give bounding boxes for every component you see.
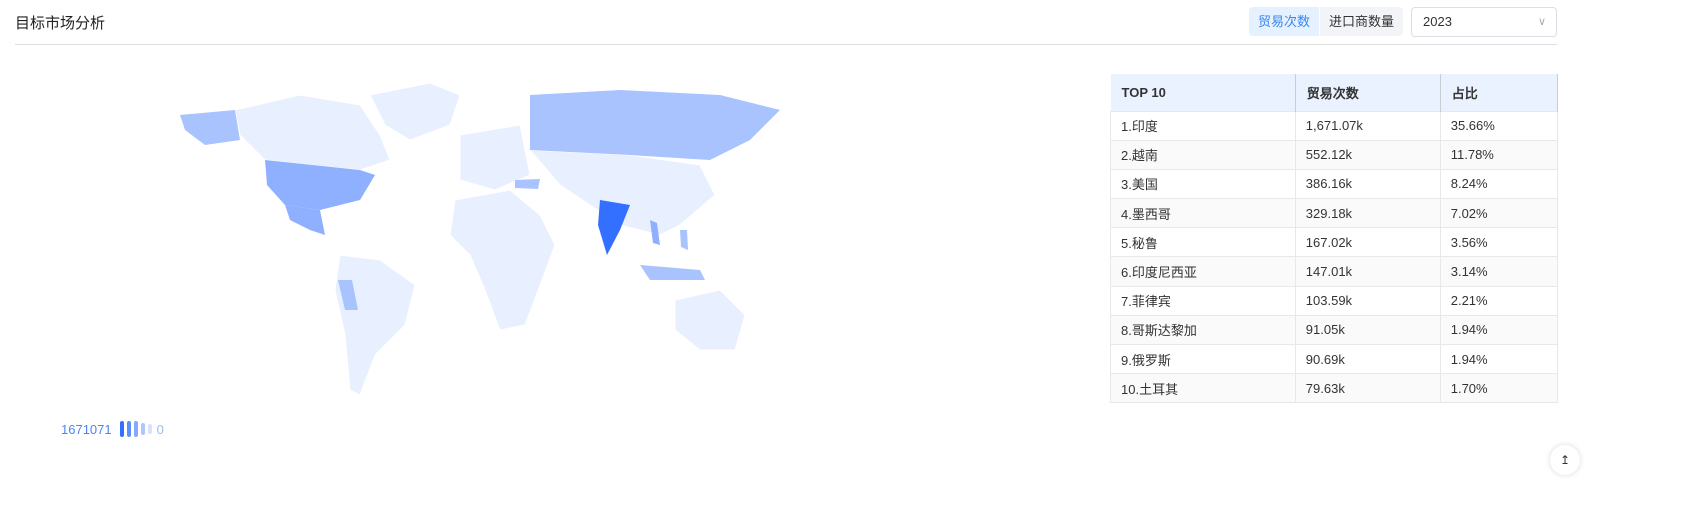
share-cell: 8.24%	[1439, 168, 1559, 200]
country-cell: 7.菲律宾	[1110, 285, 1296, 316]
map-africa	[449, 189, 556, 331]
tab-trade-count[interactable]: 贸易次数	[1249, 7, 1321, 36]
share-cell: 35.66%	[1439, 110, 1559, 141]
map-europe	[459, 124, 531, 191]
map-philippines	[680, 230, 688, 250]
col-header-trades: 贸易次数	[1295, 74, 1441, 111]
year-value: 2023	[1423, 14, 1452, 29]
map-alaska	[180, 110, 240, 145]
map-asia	[528, 149, 716, 236]
country-cell: 3.美国	[1110, 168, 1296, 200]
map-indonesia	[640, 265, 705, 280]
table-row[interactable]: 6.印度尼西亚 147.01k 3.14%	[1110, 256, 1559, 287]
map-mexico	[285, 205, 325, 235]
country-cell: 6.印度尼西亚	[1110, 256, 1296, 287]
table-row[interactable]: 1.印度 1,671.07k 35.66%	[1110, 110, 1559, 141]
table-row[interactable]: 8.哥斯达黎加 91.05k 1.94%	[1110, 314, 1559, 346]
divider	[15, 44, 1557, 45]
legend-max: 1671071	[61, 421, 112, 437]
share-cell: 11.78%	[1439, 139, 1559, 170]
share-cell: 1.70%	[1439, 373, 1559, 404]
visual-map-legend: 1671071 0	[61, 421, 164, 437]
map-usa	[265, 160, 375, 210]
legend-min: 0	[156, 421, 164, 437]
metric-toggle: 贸易次数 进口商数量	[1249, 7, 1404, 36]
map-canada	[234, 94, 391, 171]
legend-bar[interactable]	[119, 421, 124, 437]
table-row[interactable]: 10.土耳其 79.63k 1.70%	[1110, 373, 1559, 404]
trades-cell: 552.12k	[1294, 139, 1441, 170]
legend-bar[interactable]	[133, 421, 138, 437]
page-title: 目标市场分析	[15, 15, 106, 32]
trades-cell: 79.63k	[1294, 373, 1441, 404]
world-map[interactable]	[160, 75, 790, 400]
country-cell: 8.哥斯达黎加	[1110, 314, 1296, 346]
share-cell: 1.94%	[1439, 343, 1559, 375]
map-south-america	[334, 254, 416, 396]
trades-cell: 91.05k	[1294, 314, 1441, 346]
share-cell: 3.56%	[1439, 227, 1559, 258]
map-india	[598, 200, 630, 255]
tab-importer-count[interactable]: 进口商数量	[1329, 14, 1395, 29]
year-select[interactable]: 2023 ∨	[1411, 7, 1557, 37]
table-row[interactable]: 5.秘鲁 167.02k 3.56%	[1110, 227, 1559, 258]
country-cell: 5.秘鲁	[1110, 227, 1296, 258]
back-to-top-icon[interactable]: ↥	[1550, 445, 1580, 475]
table-row[interactable]: 2.越南 552.12k 11.78%	[1110, 139, 1559, 170]
col-header-rank: TOP 10	[1110, 74, 1296, 111]
trades-cell: 386.16k	[1294, 168, 1441, 200]
map-turkey	[515, 179, 540, 189]
map-greenland	[369, 82, 461, 141]
trades-cell: 103.59k	[1294, 285, 1441, 316]
table-row[interactable]: 3.美国 386.16k 8.24%	[1110, 168, 1559, 200]
legend-bar[interactable]	[147, 424, 152, 434]
col-header-share: 占比	[1440, 74, 1559, 111]
share-cell: 1.94%	[1439, 314, 1559, 346]
share-cell: 7.02%	[1439, 198, 1559, 229]
map-australia	[674, 289, 746, 351]
table-row[interactable]: 4.墨西哥 329.18k 7.02%	[1110, 198, 1559, 229]
table-row[interactable]: 7.菲律宾 103.59k 2.21%	[1110, 285, 1559, 316]
table-row[interactable]: 9.俄罗斯 90.69k 1.94%	[1110, 343, 1559, 375]
top10-table: TOP 10 贸易次数 占比 1.印度 1,671.07k 35.66% 2.越南 55…	[1110, 74, 1559, 404]
country-cell: 2.越南	[1110, 139, 1296, 170]
map-russia	[530, 90, 780, 160]
country-cell: 4.墨西哥	[1110, 198, 1296, 229]
map-peru	[338, 280, 358, 310]
chevron-down-icon: ∨	[1537, 16, 1546, 28]
map-vietnam	[650, 220, 660, 245]
trades-cell: 167.02k	[1294, 227, 1441, 258]
trades-cell: 329.18k	[1294, 198, 1441, 229]
legend-bar[interactable]	[126, 421, 131, 437]
country-cell: 10.土耳其	[1110, 373, 1296, 404]
country-cell: 9.俄罗斯	[1110, 343, 1296, 375]
legend-bar[interactable]	[140, 423, 145, 435]
country-cell: 1.印度	[1110, 110, 1296, 141]
trades-cell: 1,671.07k	[1294, 110, 1441, 141]
trades-cell: 90.69k	[1294, 343, 1441, 375]
trades-cell: 147.01k	[1294, 256, 1441, 287]
share-cell: 2.21%	[1439, 285, 1559, 316]
share-cell: 3.14%	[1439, 256, 1559, 287]
